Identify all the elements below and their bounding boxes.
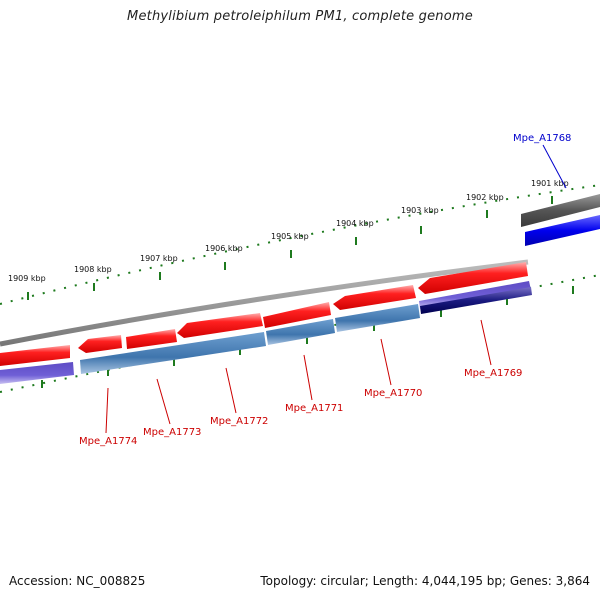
cds-arrow[interactable] (333, 285, 416, 310)
gene-labels: Mpe_A1768 Mpe_A1769 Mpe_A1770 Mpe_A1771 … (79, 133, 571, 447)
tick-label: 1901 kbp (531, 179, 569, 188)
gene-label-mpe-a1768[interactable]: Mpe_A1768 (513, 133, 571, 144)
tick-labels: 1909 kbp 1908 kbp 1907 kbp 1906 kbp 1905… (8, 179, 569, 283)
gene-mpe-a1768[interactable] (525, 215, 600, 246)
map-title: Methylibium petroleiphilum PM1, complete… (127, 9, 473, 24)
feature-bar-purple[interactable] (0, 362, 74, 384)
cds-arrow[interactable] (177, 313, 263, 338)
cds-arrow[interactable] (0, 345, 70, 366)
gene-label-mpe-a1774[interactable]: Mpe_A1774 (79, 436, 137, 447)
major-ticks (27, 196, 553, 300)
gene-label-mpe-a1773[interactable]: Mpe_A1773 (143, 427, 201, 438)
tick-label: 1903 kbp (401, 206, 439, 215)
cds-arrow[interactable] (126, 329, 177, 349)
gene-label-mpe-a1770[interactable]: Mpe_A1770 (364, 388, 422, 399)
tick-label: 1906 kbp (205, 244, 243, 253)
genome-backbone (0, 259, 529, 347)
tick-label: 1905 kbp (271, 232, 309, 241)
tick-label: 1904 kbp (336, 219, 374, 228)
accession-text: Accession: NC_008825 (9, 574, 146, 588)
leader-lines (105, 144, 567, 434)
feature-track-reverse (0, 281, 532, 384)
feature-bar-steelblue[interactable] (80, 332, 266, 374)
cds-arrow[interactable] (78, 335, 122, 353)
genome-summary-text: Topology: circular; Length: 4,044,195 bp… (260, 574, 590, 588)
tick-label: 1909 kbp (8, 274, 46, 283)
feature-bar-navy[interactable] (420, 287, 532, 314)
feature-bar-steelblue[interactable] (335, 304, 420, 332)
gene-label-mpe-a1769[interactable]: Mpe_A1769 (464, 368, 522, 379)
feature-bar-steelblue[interactable] (266, 319, 335, 345)
tick-label: 1902 kbp (466, 193, 504, 202)
cds-arrow[interactable] (263, 302, 331, 328)
dark-backbone-segment (521, 194, 600, 227)
gene-label-mpe-a1772[interactable]: Mpe_A1772 (210, 416, 268, 427)
tick-label: 1908 kbp (74, 265, 112, 274)
cds-arrow[interactable] (418, 262, 528, 294)
gene-label-mpe-a1771[interactable]: Mpe_A1771 (285, 403, 343, 414)
tick-label: 1907 kbp (140, 254, 178, 263)
cds-track-forward (0, 262, 528, 366)
